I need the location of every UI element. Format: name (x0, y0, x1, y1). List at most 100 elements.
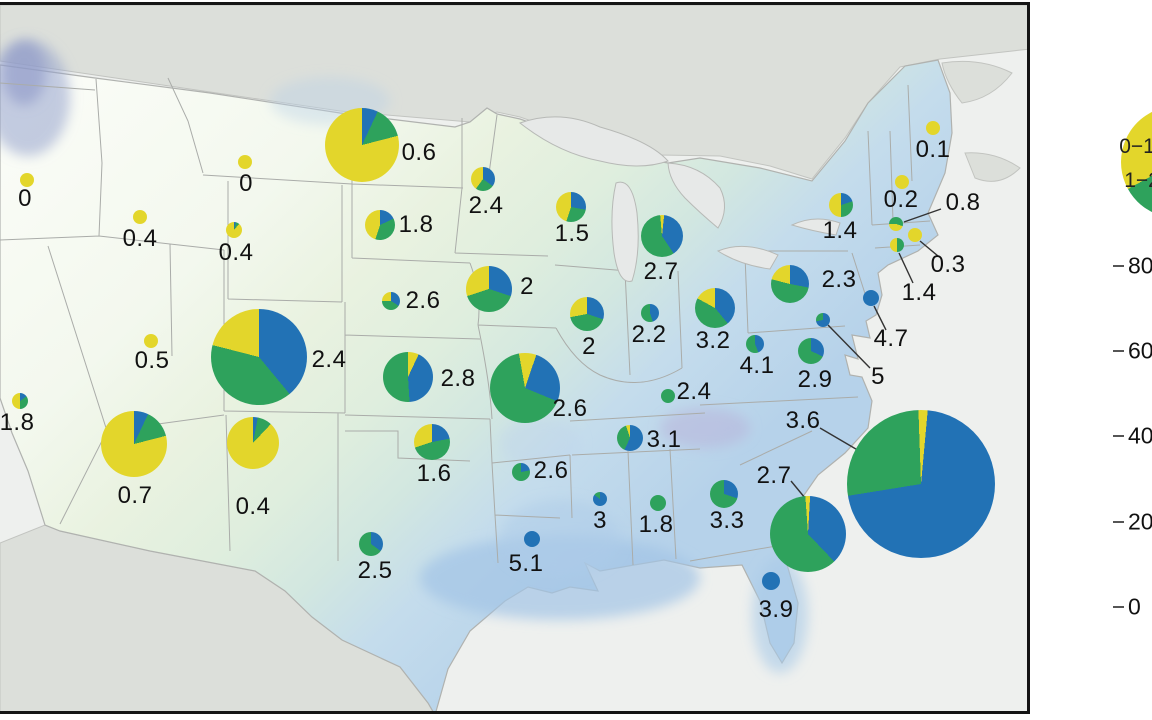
colorbar-tick-label: 20 (1128, 508, 1152, 535)
state-value-label-TX: 2.5 (357, 557, 393, 584)
state-pie-MI (641, 215, 683, 257)
leader-line-MA (919, 240, 939, 257)
state-pie-NC (847, 410, 995, 558)
state-pie-VA (798, 338, 824, 364)
state-pie-CT (890, 238, 904, 252)
state-pie-TX (359, 532, 383, 556)
map-frame: 0 0 0.4 0.4 0.5 1.8 0.7 0.4 2.4 0.6 1.8 2.6 2.8 2.6 1.… (0, 2, 1030, 714)
state-pie-AZ (101, 411, 167, 477)
state-value-label-NV: 0.5 (134, 347, 170, 374)
state-pie-NM (227, 417, 279, 469)
state-pie-MD (816, 313, 830, 327)
lake-huron (667, 162, 725, 229)
colorbar-tick-mark (1113, 435, 1124, 437)
state-pie-PA (771, 265, 809, 303)
state-value-label-MA: 0.3 (930, 251, 966, 278)
state-value-label-IN: 2.2 (631, 321, 667, 348)
colorbar-tick-label: 80 (1128, 252, 1152, 279)
state-pie-NE (382, 292, 400, 310)
state-value-label-AZ: 0.7 (117, 482, 153, 509)
great-lakes (518, 116, 841, 282)
state-value-label-GA: 3.3 (709, 507, 745, 534)
state-value-label-OK: 1.6 (416, 460, 452, 487)
state-value-label-SD: 1.8 (398, 211, 434, 238)
state-value-label-IL: 2 (582, 333, 596, 360)
state-value-label-MT: 0 (239, 170, 253, 197)
state-value-label-NE: 2.6 (405, 287, 441, 314)
state-value-label-ME: 0.1 (915, 136, 951, 163)
state-value-label-NJ: 4.7 (873, 325, 909, 352)
state-value-label-FL: 3.9 (758, 596, 794, 623)
colorbar-tick-mark (1113, 521, 1124, 523)
state-pie-KY (661, 389, 675, 403)
state-pie-ND (325, 108, 399, 182)
state-pie-ID (133, 210, 147, 224)
state-value-label-WI: 1.5 (554, 220, 590, 247)
state-pie-MT (238, 155, 252, 169)
state-value-label-SC: 2.7 (756, 462, 792, 489)
state-value-label-KS: 2.8 (440, 365, 476, 392)
state-pie-WV (746, 335, 764, 353)
lake-michigan (611, 181, 639, 282)
state-value-label-MS: 3 (593, 507, 607, 534)
state-pie-VT (895, 175, 909, 189)
new-brunswick (941, 60, 1013, 104)
state-boundaries (0, 77, 931, 566)
state-value-label-CO: 2.4 (311, 346, 347, 373)
state-pie-IN (641, 304, 659, 322)
state-pie-MO (490, 353, 560, 423)
state-pie-CO (211, 309, 307, 405)
state-value-label-VA: 2.9 (797, 366, 833, 393)
state-value-label-PA: 2.3 (821, 266, 857, 293)
state-pie-KS (383, 352, 433, 402)
state-value-label-MI: 2.7 (643, 258, 679, 285)
colorbar-tick-label: 0 (1128, 593, 1141, 620)
state-pie-CA (12, 393, 28, 409)
state-pie-IL (570, 297, 604, 331)
state-pie-OR (20, 173, 34, 187)
colorbar-tick-mark (1113, 350, 1124, 352)
state-value-label-TN: 3.1 (646, 426, 682, 453)
state-pie-TN (617, 425, 643, 451)
state-value-label-OH: 3.2 (695, 327, 731, 354)
state-pie-IA (466, 266, 512, 312)
state-pie-MN (471, 167, 495, 191)
state-pie-AR (512, 463, 530, 481)
state-pie-NY (829, 193, 853, 217)
state-value-label-IA: 2 (520, 273, 534, 300)
state-value-label-VT: 0.2 (883, 186, 919, 213)
state-pie-WY (226, 222, 242, 238)
state-pie-AL (650, 495, 666, 511)
state-pie-NV (144, 334, 158, 348)
leader-line-CT (898, 252, 914, 284)
state-pie-OH (695, 288, 735, 328)
leader-line-MD (827, 324, 871, 369)
state-pie-GA (710, 480, 738, 508)
state-value-label-NY: 1.4 (822, 217, 858, 244)
state-pie-MA (908, 228, 922, 242)
state-pie-FL (762, 572, 780, 590)
lake-erie (716, 245, 779, 270)
lake-superior (518, 116, 669, 167)
colorbar-tick-mark (1113, 606, 1124, 608)
lake-ontario (790, 218, 841, 236)
state-value-label-WY: 0.4 (218, 239, 254, 266)
state-value-label-CA: 1.8 (0, 409, 35, 436)
state-value-label-MD: 5 (871, 363, 885, 390)
state-pie-ME (926, 121, 940, 135)
state-pie-LA (524, 531, 540, 547)
state-pie-NJ (863, 290, 879, 306)
legend-pie-category-label: 1−2 (1124, 169, 1152, 192)
state-value-label-ID: 0.4 (122, 225, 158, 252)
state-pie-SD (365, 210, 395, 240)
state-pie-SC (770, 496, 846, 572)
leader-line-SC (790, 480, 806, 499)
state-value-label-LA: 5.1 (508, 550, 544, 577)
state-value-label-AR: 2.6 (533, 457, 569, 484)
state-value-label-NC: 3.6 (785, 407, 821, 434)
state-value-label-OR: 0 (18, 185, 32, 212)
leader-lines (790, 208, 942, 499)
state-pie-NH (889, 217, 903, 231)
legend-pie-category-label: 0−1 (1119, 135, 1152, 158)
state-value-label-AL: 1.8 (638, 511, 674, 538)
